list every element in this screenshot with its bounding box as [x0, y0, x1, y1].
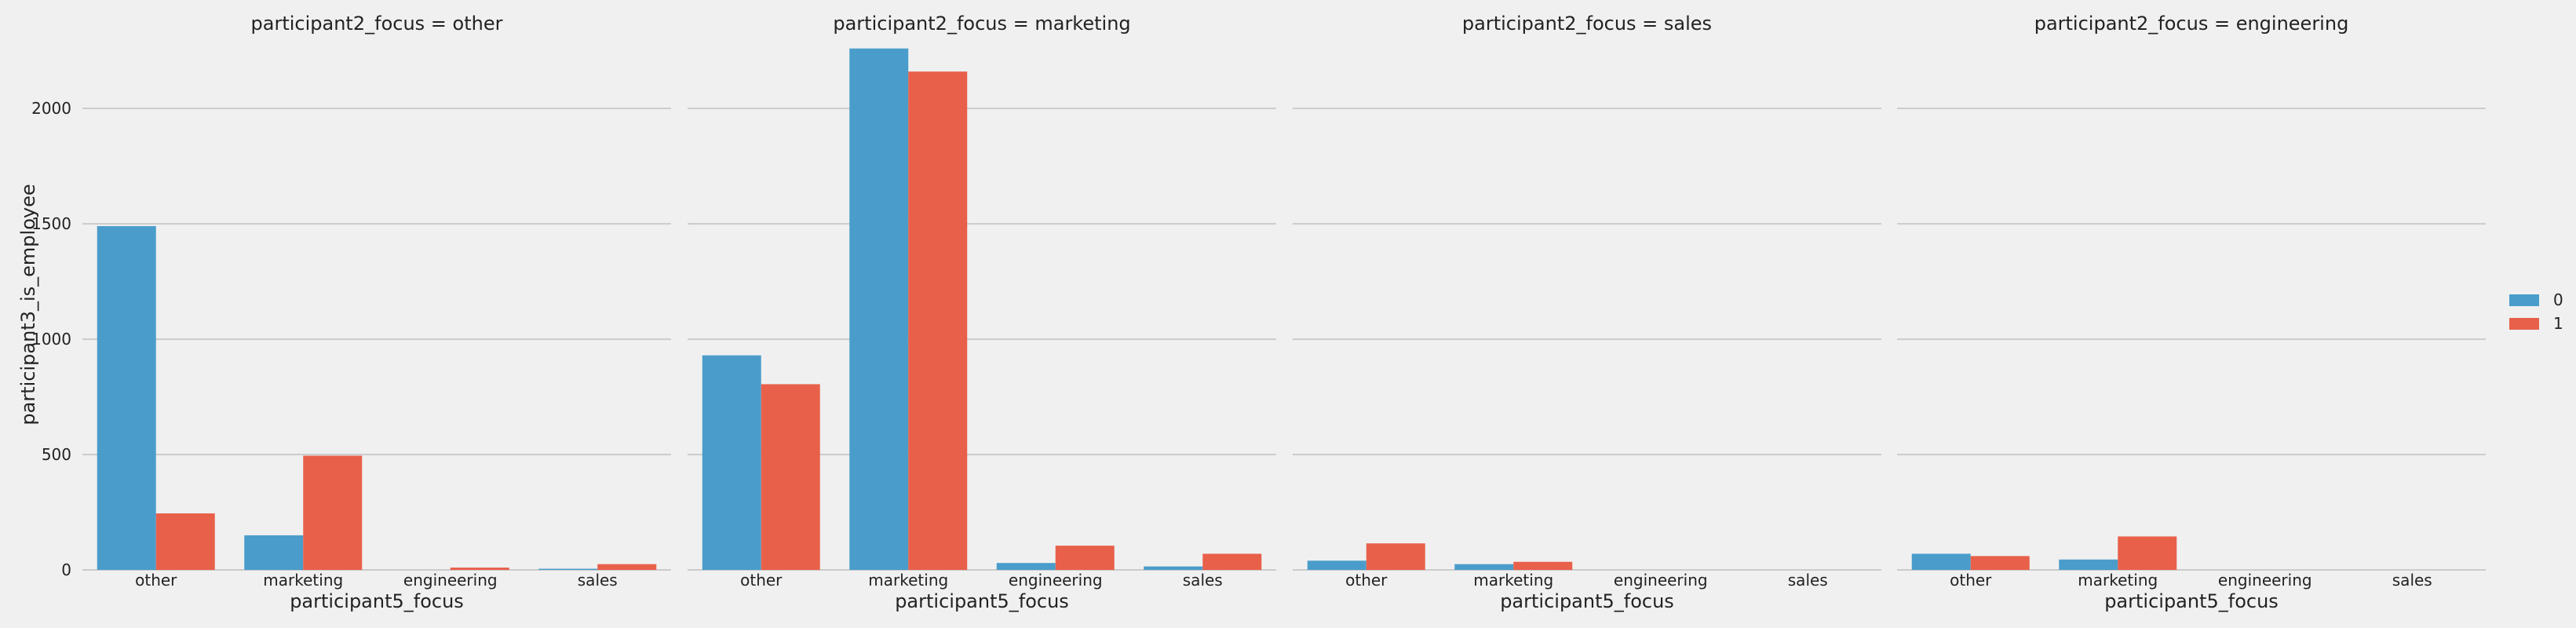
bar-marketing-series-1: [2118, 536, 2177, 570]
legend-swatch-1: [2509, 318, 2539, 330]
x-tick-label: engineering: [1009, 571, 1103, 590]
bar-marketing-series-0: [244, 535, 304, 570]
x-tick-label: marketing: [2078, 571, 2158, 590]
bar-other-series-1: [1970, 556, 2030, 570]
bar-engineering-series-1: [450, 568, 509, 570]
x-tick-label: marketing: [263, 571, 343, 590]
x-tick-label: other: [135, 571, 177, 590]
facet-title: participant2_focus = sales: [1462, 13, 1712, 35]
legend-label: 1: [2553, 314, 2563, 333]
y-tick-label: 500: [42, 445, 71, 464]
x-tick-label: marketing: [868, 571, 948, 590]
y-tick-label: 2000: [31, 99, 71, 118]
y-tick-label: 0: [61, 560, 71, 579]
bar-other-series-0: [1307, 560, 1366, 570]
bar-engineering-series-1: [1055, 546, 1115, 570]
bar-other-series-1: [1366, 543, 1425, 570]
legend: 01: [2509, 290, 2563, 333]
bar-sales-series-0: [538, 568, 598, 570]
bar-sales-series-1: [597, 564, 657, 570]
bar-engineering-series-0: [996, 563, 1056, 570]
bar-other-series-0: [702, 355, 761, 570]
facet-title: participant2_focus = marketing: [833, 13, 1130, 35]
x-tick-label: engineering: [403, 571, 498, 590]
x-tick-label: engineering: [2218, 571, 2312, 590]
x-tick-label: engineering: [1614, 571, 1708, 590]
y-tick-label: 1000: [31, 330, 71, 349]
x-axis-label: participant5_focus: [2104, 590, 2279, 612]
x-axis-label: participant5_focus: [290, 590, 464, 612]
legend-swatch-0: [2509, 294, 2539, 306]
bar-marketing-series-0: [849, 48, 909, 570]
bar-other-series-0: [97, 226, 156, 570]
bar-sales-series-1: [1202, 553, 1262, 570]
y-tick-label: 1500: [31, 214, 71, 233]
facet-panel-3: participant2_focus = engineering other mar…: [1897, 13, 2486, 612]
bar-other-series-0: [1911, 553, 1971, 570]
x-tick-label: sales: [1183, 571, 1223, 590]
x-axis-label: participant5_focus: [1500, 590, 1674, 612]
bar-marketing-series-0: [1454, 564, 1514, 570]
x-tick-label: sales: [2392, 571, 2432, 590]
x-tick-label: sales: [1788, 571, 1828, 590]
bar-marketing-series-1: [908, 71, 968, 570]
bar-marketing-series-0: [2059, 559, 2118, 570]
x-tick-label: marketing: [1473, 571, 1553, 590]
facet-panel-0: 0 500 1000 1500 2000 participant2_focus = oth…: [31, 13, 671, 612]
legend-label: 0: [2553, 290, 2563, 309]
bar-marketing-series-1: [1513, 561, 1573, 570]
bar-other-series-1: [761, 384, 820, 570]
bar-marketing-series-1: [303, 455, 363, 570]
x-tick-label: sales: [578, 571, 618, 590]
x-axis-label: participant5_focus: [895, 590, 1069, 612]
facet-panel-2: participant2_focus = sales other marketing…: [1293, 13, 1881, 612]
facet-title: participant2_focus = other: [251, 13, 503, 35]
bar-other-series-1: [155, 513, 215, 570]
facet-panel-1: participant2_focus = marketing other marke…: [688, 13, 1276, 612]
x-tick-label: other: [1345, 571, 1388, 590]
bar-sales-series-0: [1144, 566, 1203, 570]
x-tick-label: other: [740, 571, 783, 590]
y-axis-label: participant3_is_employee: [17, 184, 39, 425]
facet-title: participant2_focus = engineering: [2034, 13, 2349, 35]
x-tick-label: other: [1950, 571, 1992, 590]
